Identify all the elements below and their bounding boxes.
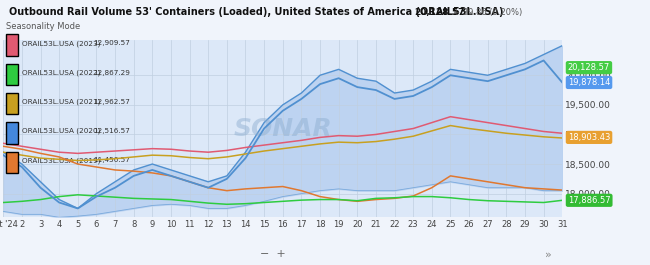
FancyBboxPatch shape (6, 93, 18, 114)
Text: 18,903.43: 18,903.43 (568, 133, 610, 142)
Text: SONAR: SONAR (233, 117, 332, 140)
Text: ORAIL53L.USA (2021): ORAIL53L.USA (2021) (21, 99, 100, 105)
Text: 12,867.29: 12,867.29 (93, 70, 129, 76)
Text: ORAIL53L.USA (2019): ORAIL53L.USA (2019) (21, 157, 100, 164)
Text: 20,128.57: 20,128.57 (568, 63, 610, 72)
Text: ORAIL53L.USA (2022): ORAIL53L.USA (2022) (21, 69, 100, 76)
FancyBboxPatch shape (6, 64, 18, 85)
Text: −  +: − + (261, 249, 286, 259)
Text: ORAIL53L.USA (2020): ORAIL53L.USA (2020) (21, 128, 100, 134)
FancyBboxPatch shape (6, 34, 18, 56)
Text: 20,128.57: 20,128.57 (414, 8, 465, 17)
FancyBboxPatch shape (6, 122, 18, 144)
Text: + 39.86 (0.20%): + 39.86 (0.20%) (448, 8, 522, 17)
Text: 11,450.57: 11,450.57 (93, 157, 129, 164)
Text: Outbound Rail Volume 53' Containers (Loaded), United States of America (ORAIL53L: Outbound Rail Volume 53' Containers (Loa… (9, 7, 503, 17)
FancyBboxPatch shape (6, 152, 18, 173)
Text: 12,516.57: 12,516.57 (93, 128, 129, 134)
Text: ORAIL53L.USA (2023): ORAIL53L.USA (2023) (21, 40, 100, 47)
Text: 12,909.57: 12,909.57 (93, 40, 129, 46)
Text: 19,878.14: 19,878.14 (568, 78, 610, 87)
Text: 12,962.57: 12,962.57 (93, 99, 129, 105)
Text: Seasonality Mode: Seasonality Mode (6, 22, 81, 31)
Text: 17,886.57: 17,886.57 (568, 196, 610, 205)
Text: »: » (545, 249, 552, 259)
